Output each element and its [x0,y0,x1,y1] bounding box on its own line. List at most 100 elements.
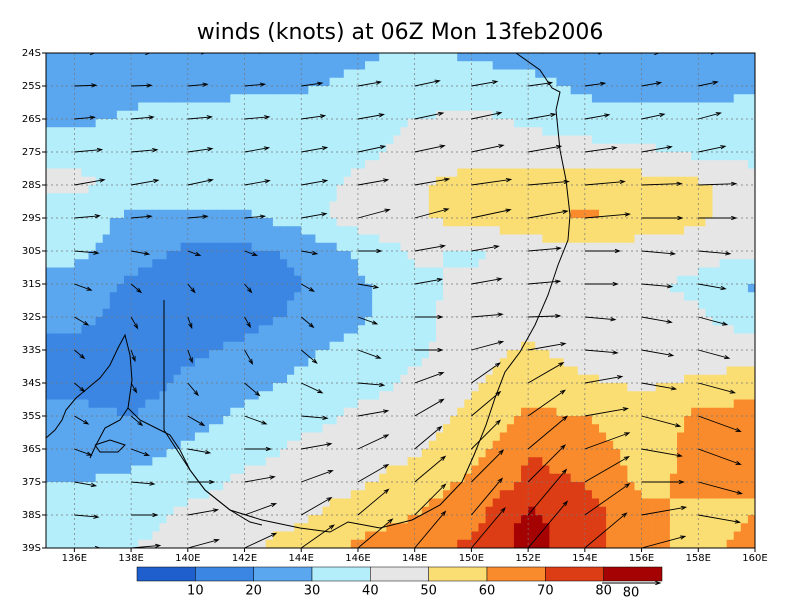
speed-cell [698,119,706,128]
speed-cell [343,457,352,467]
speed-cell [386,300,395,310]
speed-cell [173,119,182,128]
speed-cell [272,341,281,351]
speed-cell [606,185,614,194]
speed-cell [556,366,565,376]
speed-cell [322,160,331,170]
speed-cell [60,350,68,359]
speed-cell [726,176,735,186]
speed-cell [265,251,274,260]
speed-cell [655,127,664,137]
speed-cell [733,449,742,458]
speed-cell [329,391,338,401]
speed-cell [393,86,402,95]
speed-cell [655,176,664,186]
speed-cell [414,185,423,194]
speed-cell [109,341,118,351]
speed-cell [478,143,487,153]
speed-cell [499,69,508,79]
speed-cell [159,110,168,120]
speed-cell [131,267,139,277]
speed-cell [294,119,302,128]
speed-cell [577,176,586,186]
speed-cell [251,407,260,417]
speed-cell [336,135,345,145]
speed-cell [669,317,678,326]
speed-cell [641,53,650,62]
speed-cell [521,424,529,434]
speed-cell [648,193,657,203]
speed-cell [60,242,68,252]
speed-cell [230,234,239,244]
speed-cell [591,391,600,401]
speed-cell [258,251,267,260]
speed-cell [684,226,692,236]
speed-cell [74,86,83,95]
speed-cell [201,284,210,293]
speed-cell [237,143,246,153]
speed-cell [521,333,529,343]
speed-cell [145,143,153,153]
speed-cell [606,86,614,95]
speed-cell [584,284,593,293]
speed-cell [513,416,522,425]
speed-cell [272,391,281,401]
speed-cell [691,61,699,71]
speed-cell [450,407,458,417]
speed-cell [641,300,650,310]
speed-cell [464,358,472,368]
speed-cell [53,374,61,384]
speed-cell [669,267,678,277]
speed-cell [705,176,714,186]
speed-cell [506,366,515,376]
speed-cell [194,292,203,302]
speed-cell [223,449,231,458]
speed-cell [677,143,685,153]
speed-cell [138,424,146,434]
speed-cell [478,358,487,368]
speed-cell [67,168,75,178]
speed-cell [485,160,494,170]
speed-cell [60,317,68,326]
speed-cell [655,366,664,376]
speed-cell [499,102,508,112]
speed-cell [613,325,621,335]
speed-cell [599,424,607,434]
speed-cell [528,391,536,401]
speed-cell [244,127,253,137]
speed-cell [450,119,458,128]
speed-cell [747,366,755,376]
speed-cell [251,391,260,401]
speed-cell [627,176,636,186]
speed-cell [549,399,558,409]
speed-cell [400,176,409,186]
speed-cell [641,94,650,104]
speed-cell [400,440,409,450]
speed-cell [400,242,409,252]
speed-cell [308,77,317,87]
speed-cell [485,119,494,128]
speed-cell [336,416,345,425]
speed-cell [166,325,175,335]
speed-cell [627,317,636,326]
speed-cell [705,333,714,343]
speed-cell [315,234,324,244]
speed-cell [145,77,153,87]
speed-cell [138,259,146,269]
speed-cell [606,94,614,104]
speed-cell [131,383,139,392]
speed-cell [620,77,628,87]
speed-cell [535,135,543,145]
speed-cell [209,176,217,186]
speed-cell [159,333,168,343]
speed-cell [187,407,196,417]
speed-cell [535,350,543,359]
speed-cell [528,193,536,203]
speed-cell [216,185,224,194]
speed-cell [733,374,742,384]
speed-cell [421,185,430,194]
speed-cell [74,176,83,186]
speed-cell [180,119,189,128]
speed-cell [201,399,210,409]
speed-cell [669,234,678,244]
